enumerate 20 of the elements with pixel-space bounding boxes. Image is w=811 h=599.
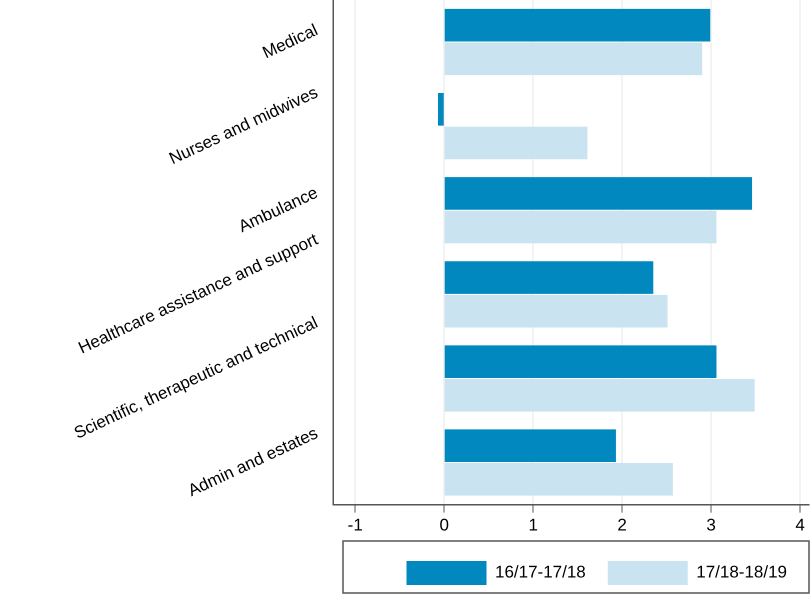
x-tick-label: 0 [439,515,449,534]
x-tick-label: 1 [528,515,538,534]
bar [444,378,755,412]
bar [444,345,716,378]
bar [444,261,654,294]
legend-label: 16/17-17/18 [495,562,586,582]
bar [444,8,710,42]
bar [444,463,673,496]
bar [444,429,616,462]
x-tick-label: -1 [348,515,363,534]
bar [444,42,702,76]
x-tick-label: 4 [795,515,805,534]
bar [444,210,716,244]
bar [444,177,752,210]
bar [444,126,588,160]
bar [444,294,668,328]
x-tick-label: 3 [706,515,716,534]
legend-label: 17/18-18/19 [696,562,788,582]
bar [438,93,444,126]
x-tick-label: 2 [617,515,627,534]
